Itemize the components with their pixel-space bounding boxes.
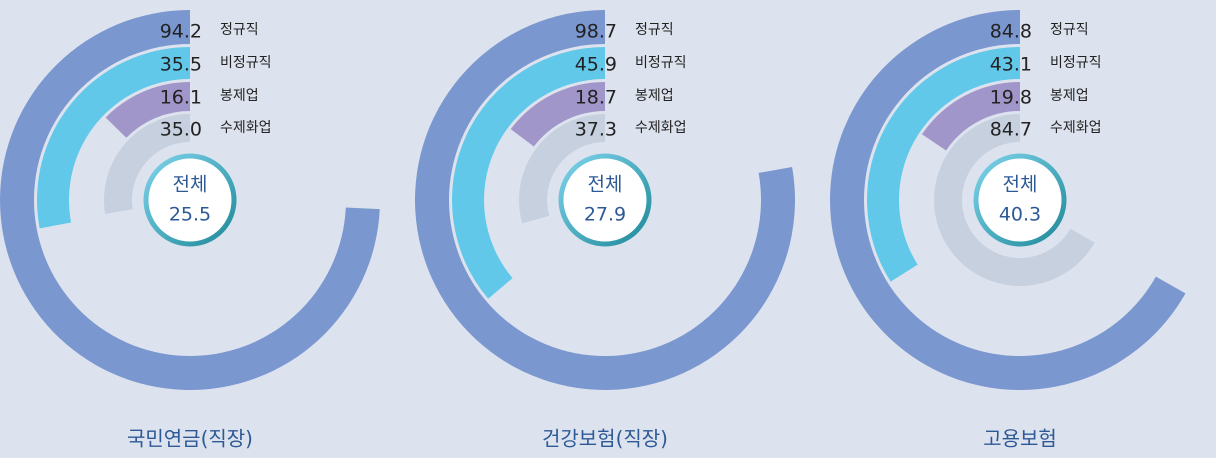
category-label: 봉제업: [635, 88, 674, 104]
value-label: 98.7: [575, 21, 617, 43]
chart-title: 건강보험(직장): [542, 427, 668, 451]
value-label: 45.9: [575, 54, 617, 76]
value-label: 43.1: [990, 54, 1032, 76]
category-label: 비정규직: [1050, 55, 1102, 71]
category-label: 수제화업: [1050, 120, 1102, 136]
category-label: 봉제업: [1050, 88, 1089, 104]
value-label: 37.3: [575, 119, 617, 141]
value-label: 35.0: [160, 119, 202, 141]
radial-bar: [452, 47, 605, 299]
center-label: 전체: [173, 174, 208, 196]
center-value: 25.5: [169, 204, 211, 226]
value-label: 94.2: [160, 21, 202, 43]
value-label: 16.1: [160, 87, 202, 109]
center-value: 40.3: [999, 204, 1041, 226]
radial-bar: [510, 82, 605, 147]
radial-bar: [103, 114, 190, 214]
value-label: 84.7: [990, 119, 1032, 141]
radial-bar: [36, 47, 190, 229]
category-label: 정규직: [635, 22, 674, 38]
value-label: 19.8: [990, 87, 1032, 109]
radial-bar: [867, 47, 1020, 282]
category-label: 비정규직: [635, 55, 687, 71]
category-label: 봉제업: [220, 88, 259, 104]
category-label: 정규직: [220, 22, 259, 38]
category-label: 비정규직: [220, 55, 272, 71]
value-label: 35.5: [160, 54, 202, 76]
chart-title: 국민연금(직장): [127, 427, 253, 451]
category-label: 정규직: [1050, 22, 1089, 38]
category-label: 수제화업: [220, 120, 272, 136]
radial-bar: [921, 82, 1020, 151]
center-circle: [558, 153, 652, 247]
category-label: 수제화업: [635, 120, 687, 136]
center-label: 전체: [1003, 174, 1038, 196]
center-value: 27.9: [584, 204, 626, 226]
center-circle: [143, 153, 237, 247]
center-label: 전체: [588, 174, 623, 196]
radial-bar: [933, 114, 1095, 286]
value-label: 18.7: [575, 87, 617, 109]
radial-bar: [105, 82, 190, 138]
value-label: 84.8: [990, 21, 1032, 43]
radial-bar: [519, 114, 605, 224]
chart-title: 고용보험: [983, 427, 1057, 451]
center-circle: [973, 153, 1067, 247]
